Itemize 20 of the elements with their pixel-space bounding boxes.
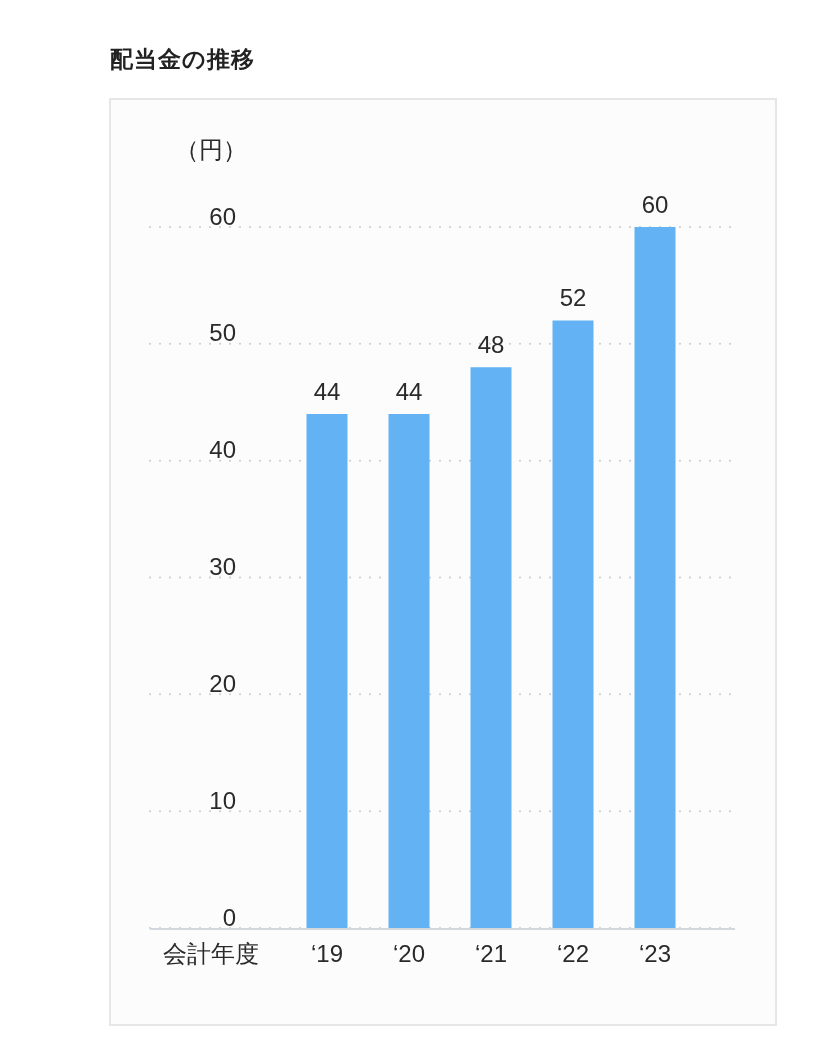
y-tick-label: 0	[222, 903, 236, 931]
x-tick-label: ‘23	[638, 940, 672, 968]
data-label: 52	[559, 284, 587, 312]
y-tick-label: 20	[209, 669, 236, 697]
y-tick-label: 60	[209, 202, 236, 230]
data-label: 60	[641, 191, 669, 218]
x-axis-title: 会計年度	[163, 939, 259, 967]
x-tick-label: ‘19	[310, 940, 344, 968]
chart-title: 配当金の推移	[110, 45, 255, 73]
data-label: 44	[395, 377, 423, 405]
y-tick-label: 30	[209, 553, 236, 581]
x-tick-label: ‘22	[556, 940, 590, 968]
y-tick-label: 40	[209, 436, 236, 464]
x-tick-label: ‘20	[392, 940, 426, 968]
data-label: 44	[313, 377, 341, 405]
data-label: 48	[477, 331, 505, 359]
y-axis-title: （円）	[175, 135, 247, 163]
y-tick-label: 10	[209, 786, 236, 814]
y-tick-label: 50	[209, 319, 236, 347]
x-tick-label: ‘21	[474, 940, 508, 968]
